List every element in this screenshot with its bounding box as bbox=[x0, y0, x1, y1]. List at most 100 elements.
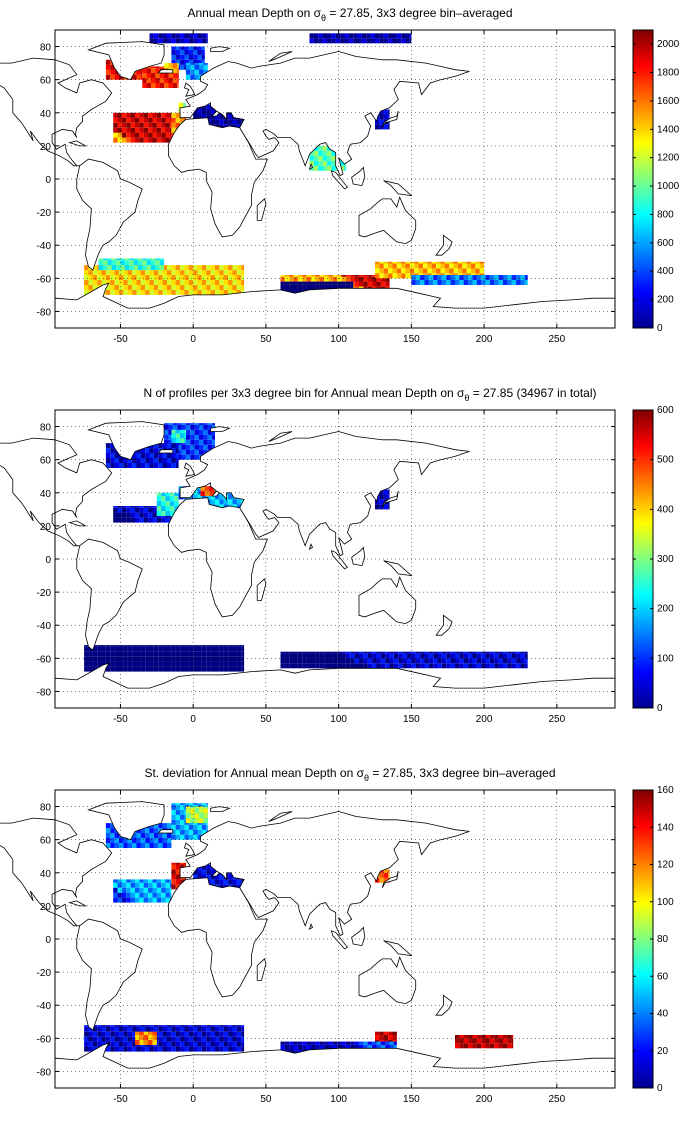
heatmap-cell bbox=[190, 69, 195, 75]
heatmap-cell bbox=[309, 160, 314, 166]
colorbar-tick-label: 0 bbox=[657, 323, 663, 334]
heatmap-cell bbox=[203, 424, 208, 430]
heatmap-cell bbox=[171, 884, 176, 890]
landmass-svalbard bbox=[210, 806, 231, 812]
heatmap-cell bbox=[119, 1036, 124, 1042]
heatmap-cell bbox=[180, 656, 185, 662]
heatmap-cell bbox=[105, 443, 111, 449]
heatmap-cell bbox=[215, 119, 220, 125]
heatmap-cell bbox=[158, 1036, 163, 1042]
heatmap-cell bbox=[105, 1046, 111, 1052]
heatmap-cell bbox=[428, 663, 434, 669]
heatmap-cell bbox=[201, 285, 207, 290]
y-tick-label: 60 bbox=[40, 456, 52, 467]
heatmap-cell bbox=[145, 1026, 150, 1032]
y-tick-label: 0 bbox=[45, 935, 51, 946]
heatmap-cell bbox=[190, 806, 195, 809]
heatmap-cell bbox=[139, 1035, 144, 1040]
heatmap-cell bbox=[228, 1025, 233, 1027]
heatmap-cell bbox=[318, 145, 323, 151]
heatmap-cell bbox=[180, 49, 185, 55]
heatmap-cell bbox=[289, 651, 294, 654]
heatmap-cell bbox=[148, 137, 153, 143]
heatmap-cell bbox=[123, 645, 128, 647]
heatmap-cell bbox=[101, 661, 106, 667]
heatmap-cell bbox=[306, 658, 311, 664]
heatmap-cell bbox=[375, 1031, 380, 1035]
heatmap-cell bbox=[84, 275, 89, 280]
heatmap-cell bbox=[223, 661, 229, 667]
heatmap-cell bbox=[197, 275, 202, 280]
y-tick-label: 40 bbox=[40, 109, 52, 120]
heatmap-cell bbox=[324, 1045, 329, 1050]
heatmap-cell bbox=[152, 897, 157, 903]
heatmap-cell bbox=[293, 1045, 298, 1050]
heatmap-cell bbox=[476, 658, 482, 664]
heatmap-cell bbox=[236, 1031, 242, 1037]
heatmap-cell bbox=[306, 651, 311, 654]
heatmap-cell bbox=[153, 843, 159, 848]
heatmap-cell bbox=[367, 276, 373, 282]
heatmap-cell bbox=[354, 658, 359, 664]
heatmap-cell bbox=[392, 268, 397, 274]
heatmap-cell bbox=[209, 491, 214, 497]
heatmap-cell bbox=[503, 280, 508, 285]
heatmap-cell bbox=[392, 263, 397, 269]
heatmap-cell bbox=[167, 1041, 172, 1047]
heatmap-cell bbox=[516, 663, 521, 669]
heatmap-cell bbox=[468, 1038, 473, 1044]
heatmap-cell bbox=[232, 1026, 237, 1032]
heatmap-cell bbox=[388, 1031, 393, 1035]
heatmap-cell bbox=[171, 463, 176, 468]
heatmap-cell bbox=[424, 280, 429, 285]
heatmap-cell bbox=[485, 1035, 490, 1039]
heatmap-cell bbox=[188, 54, 194, 60]
heatmap-cell bbox=[110, 651, 115, 657]
heatmap-cell bbox=[379, 109, 384, 115]
heatmap-cell bbox=[507, 653, 512, 659]
heatmap-cell bbox=[148, 887, 153, 893]
heatmap-cell bbox=[232, 656, 237, 662]
heatmap-cell bbox=[383, 268, 389, 274]
heatmap-cell bbox=[140, 74, 143, 80]
heatmap-cell bbox=[121, 127, 127, 133]
heatmap-cell bbox=[158, 823, 163, 829]
heatmap-cell bbox=[127, 843, 133, 848]
heatmap-cell bbox=[215, 270, 220, 276]
heatmap-cell bbox=[350, 285, 354, 290]
heatmap-cell bbox=[113, 137, 118, 143]
landmass-new-guinea bbox=[383, 560, 413, 577]
heatmap-cell bbox=[153, 443, 159, 449]
heatmap-cell bbox=[322, 165, 327, 171]
heatmap-cell bbox=[199, 449, 204, 455]
heatmap-cell bbox=[114, 1031, 119, 1037]
heatmap-cell bbox=[411, 653, 416, 659]
heatmap-cell bbox=[409, 33, 412, 39]
heatmap-cell bbox=[145, 458, 150, 463]
heatmap-cell bbox=[215, 280, 220, 285]
heatmap-cell bbox=[383, 1035, 389, 1040]
heatmap-cell bbox=[152, 507, 157, 513]
heatmap-cell bbox=[328, 1041, 333, 1045]
y-tick-label: 20 bbox=[40, 142, 52, 153]
colorbar-tick-label: 300 bbox=[657, 554, 674, 565]
heatmap-cell bbox=[162, 275, 167, 280]
heatmap-cell bbox=[207, 429, 213, 435]
heatmap-cell bbox=[350, 651, 355, 654]
heatmap-cell bbox=[184, 270, 189, 276]
heatmap-cell bbox=[175, 458, 179, 463]
heatmap-cell bbox=[190, 818, 195, 824]
heatmap-cell bbox=[223, 1036, 229, 1042]
heatmap-cell bbox=[164, 83, 169, 88]
heatmap-cell bbox=[136, 666, 141, 672]
heatmap-cell bbox=[168, 83, 173, 88]
heatmap-cell bbox=[184, 285, 189, 290]
heatmap-cell bbox=[450, 658, 455, 664]
heatmap-cell bbox=[392, 261, 397, 264]
heatmap-cell bbox=[135, 122, 140, 128]
heatmap-cell bbox=[175, 829, 181, 835]
heatmap-cell bbox=[215, 651, 220, 657]
heatmap-cell bbox=[188, 666, 194, 672]
heatmap-cell bbox=[520, 275, 525, 280]
heatmap-cell bbox=[348, 33, 354, 39]
